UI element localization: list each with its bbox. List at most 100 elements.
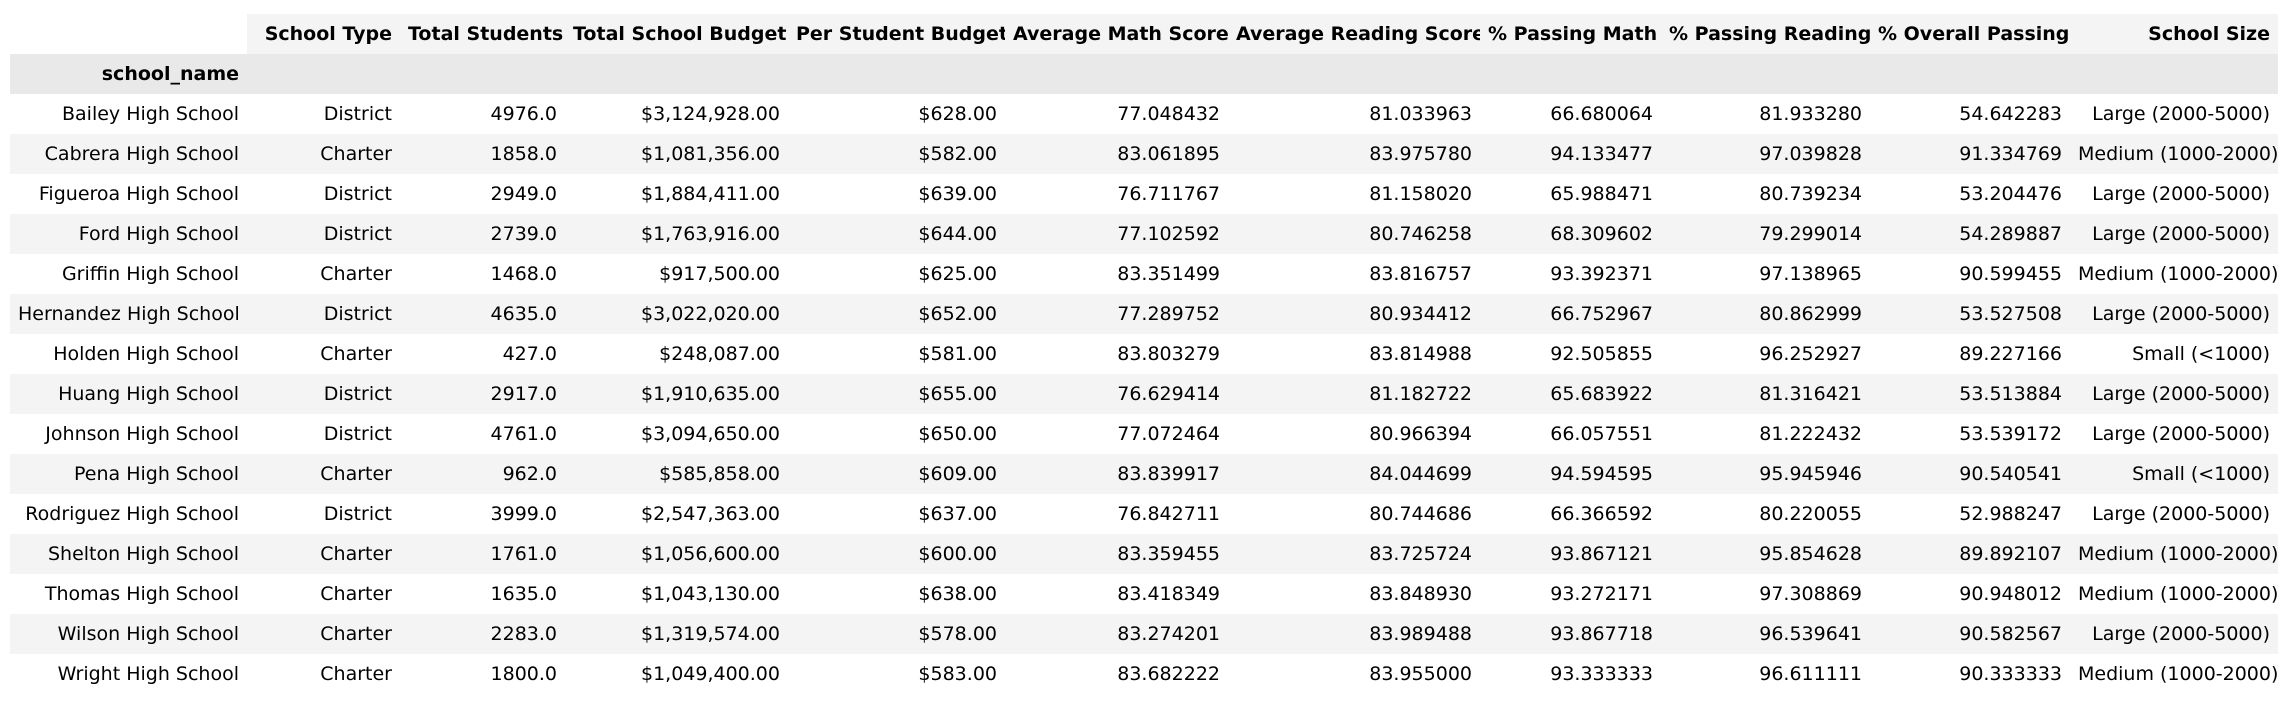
table-cell: $581.00 <box>918 343 997 365</box>
table-cell: $3,022,020.00 <box>565 294 788 334</box>
table-cell: Large (2000-5000) <box>2070 614 2278 654</box>
table-cell: 81.933280 <box>1759 103 1862 125</box>
table-cell: $628.00 <box>918 103 997 125</box>
table-cell: $609.00 <box>788 454 1005 494</box>
table-cell: 65.988471 <box>1550 183 1653 205</box>
table-cell: $1,056,600.00 <box>565 534 788 574</box>
table-cell: Small (<1000) <box>2132 343 2270 365</box>
table-cell: 81.182722 <box>1228 374 1480 414</box>
table-cell: 76.842711 <box>1117 503 1220 525</box>
table-cell: 962.0 <box>400 454 565 494</box>
table-cell: Medium (1000-2000) <box>2070 534 2278 574</box>
header-corner <box>10 14 247 54</box>
table-cell: $638.00 <box>918 583 997 605</box>
table-cell: $582.00 <box>788 134 1005 174</box>
table-cell: 81.033963 <box>1369 103 1472 125</box>
table-cell: 83.839917 <box>1005 454 1228 494</box>
column-header: % Passing Reading <box>1661 14 1870 54</box>
table-cell: 80.862999 <box>1661 294 1870 334</box>
table-row: Rodriguez High School District 3999.0 $2,54… <box>10 494 2278 534</box>
table-cell: 54.289887 <box>1870 214 2070 254</box>
table-cell: $3,124,928.00 <box>640 103 780 125</box>
table-cell: 83.418349 <box>1117 583 1220 605</box>
table-cell: 1635.0 <box>490 583 557 605</box>
table-cell: 83.061895 <box>1005 134 1228 174</box>
table-cell: $1,319,574.00 <box>565 614 788 654</box>
table-cell: 80.744686 <box>1369 503 1472 525</box>
table-cell: Medium (1000-2000) <box>2078 263 2278 285</box>
column-header: Per Student Budget <box>788 14 1005 54</box>
row-index-label: Bailey High School <box>62 103 239 125</box>
table-cell: 93.867121 <box>1480 534 1661 574</box>
table-cell: $248,087.00 <box>659 343 780 365</box>
table-cell: 93.867718 <box>1480 614 1661 654</box>
table-cell: 83.975780 <box>1228 134 1480 174</box>
table-cell: Charter <box>320 343 392 365</box>
table-cell: Large (2000-5000) <box>2092 183 2270 205</box>
table-cell: 83.359455 <box>1005 534 1228 574</box>
row-index-label: Johnson High School <box>45 423 239 445</box>
table-cell: Large (2000-5000) <box>2092 503 2270 525</box>
table-cell: 2739.0 <box>400 214 565 254</box>
dataframe-output: School Type Total Students Total School Bu… <box>10 14 2278 694</box>
row-index-label: Thomas High School <box>44 583 239 605</box>
table-cell: 96.611111 <box>1759 663 1862 685</box>
table-row: Cabrera High School Charter 1858.0 $1,081,3… <box>10 134 2278 174</box>
table-cell: District <box>247 374 400 414</box>
row-index-label: Wright High School <box>57 663 239 685</box>
table-cell: $625.00 <box>918 263 997 285</box>
table-cell: 96.252927 <box>1759 343 1862 365</box>
table-cell: 83.274201 <box>1005 614 1228 654</box>
table-cell: $1,081,356.00 <box>565 134 788 174</box>
table-cell: 427.0 <box>502 343 557 365</box>
row-index-label: Rodriguez High School <box>25 503 239 525</box>
table-cell: 97.138965 <box>1759 263 1862 285</box>
table-cell: District <box>323 183 392 205</box>
index-name-row: school_name <box>10 54 2278 94</box>
table-cell: 93.272171 <box>1550 583 1653 605</box>
table-cell: 2283.0 <box>400 614 565 654</box>
table-cell: 94.594595 <box>1480 454 1661 494</box>
table-cell: 83.848930 <box>1369 583 1472 605</box>
table-cell: 92.505855 <box>1550 343 1653 365</box>
row-index-label: Holden High School <box>53 343 239 365</box>
table-cell: District <box>323 503 392 525</box>
table-cell: 96.539641 <box>1661 614 1870 654</box>
table-cell: 76.629414 <box>1005 374 1228 414</box>
table-cell: Large (2000-5000) <box>2070 294 2278 334</box>
row-index-label: Wilson High School <box>10 614 247 654</box>
table-cell: 4635.0 <box>400 294 565 334</box>
table-cell: Charter <box>247 534 400 574</box>
table-cell: 66.057551 <box>1550 423 1653 445</box>
table-cell: 77.048432 <box>1117 103 1220 125</box>
table-row: Figueroa High School District 2949.0 $1,884… <box>10 174 2278 214</box>
column-header: % Passing Math <box>1480 14 1661 54</box>
table-cell: 79.299014 <box>1661 214 1870 254</box>
table-cell: $1,049,400.00 <box>640 663 780 685</box>
row-index-label: Griffin High School <box>61 263 239 285</box>
table-cell: 81.316421 <box>1661 374 1870 414</box>
table-cell: Large (2000-5000) <box>2070 214 2278 254</box>
table-row: Thomas High School Charter 1635.0 $1,043,13… <box>10 574 2278 614</box>
table-cell: 90.582567 <box>1870 614 2070 654</box>
row-index-label: Hernandez High School <box>10 294 247 334</box>
column-header: School Type <box>247 14 400 54</box>
table-cell: Medium (1000-2000) <box>2070 134 2278 174</box>
table-cell: 97.039828 <box>1661 134 1870 174</box>
table-cell: District <box>247 294 400 334</box>
table-cell: 66.680064 <box>1550 103 1653 125</box>
table-cell: 52.988247 <box>1959 503 2062 525</box>
table-cell: 80.739234 <box>1759 183 1862 205</box>
table-cell: 83.814988 <box>1369 343 1472 365</box>
table-cell: 84.044699 <box>1228 454 1480 494</box>
table-cell: 68.309602 <box>1480 214 1661 254</box>
table-cell: 66.752967 <box>1480 294 1661 334</box>
table-cell: 90.540541 <box>1870 454 2070 494</box>
table-cell: 90.599455 <box>1959 263 2062 285</box>
table-cell: Medium (1000-2000) <box>2078 583 2278 605</box>
table-cell: 83.955000 <box>1369 663 1472 685</box>
table-cell: 65.683922 <box>1480 374 1661 414</box>
table-row: Johnson High School District 4761.0 $3,094,… <box>10 414 2278 454</box>
table-cell: $637.00 <box>918 503 997 525</box>
table-cell: 80.966394 <box>1369 423 1472 445</box>
